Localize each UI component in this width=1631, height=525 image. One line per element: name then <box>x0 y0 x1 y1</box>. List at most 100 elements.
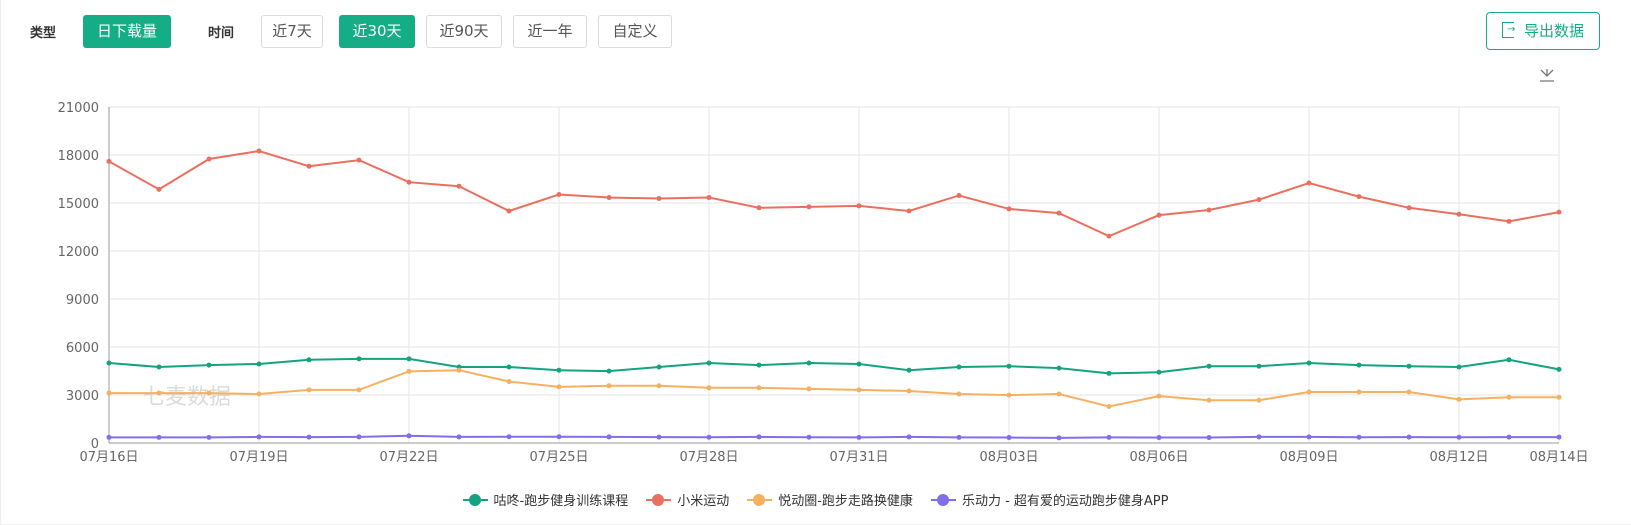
data-point[interactable] <box>406 433 412 439</box>
data-point[interactable] <box>106 390 112 396</box>
data-point[interactable] <box>156 364 162 370</box>
data-point[interactable] <box>1506 218 1512 224</box>
legend-item[interactable]: 小米运动 <box>646 490 729 509</box>
data-point[interactable] <box>806 204 812 210</box>
time-90d-button[interactable]: 近90天 <box>426 15 502 48</box>
data-point[interactable] <box>306 163 312 169</box>
data-point[interactable] <box>1006 363 1012 369</box>
data-point[interactable] <box>1356 362 1362 368</box>
data-point[interactable] <box>756 434 762 440</box>
data-point[interactable] <box>1256 397 1262 403</box>
data-point[interactable] <box>1006 435 1012 441</box>
data-point[interactable] <box>256 434 262 440</box>
data-point[interactable] <box>1506 394 1512 400</box>
data-point[interactable] <box>656 196 662 202</box>
data-point[interactable] <box>1006 392 1012 398</box>
data-point[interactable] <box>1156 393 1162 399</box>
data-point[interactable] <box>356 387 362 393</box>
data-point[interactable] <box>1556 209 1562 215</box>
data-point[interactable] <box>456 183 462 189</box>
data-point[interactable] <box>1456 396 1462 402</box>
legend-item[interactable]: 咕咚-跑步健身训练课程 <box>462 490 628 509</box>
data-point[interactable] <box>706 360 712 366</box>
time-7d-button[interactable]: 近7天 <box>261 15 323 48</box>
data-point[interactable] <box>506 208 512 214</box>
data-point[interactable] <box>756 385 762 391</box>
data-point[interactable] <box>206 390 212 396</box>
data-point[interactable] <box>556 192 562 198</box>
data-point[interactable] <box>1406 434 1412 440</box>
data-point[interactable] <box>1056 435 1062 441</box>
data-point[interactable] <box>606 434 612 440</box>
data-point[interactable] <box>156 434 162 440</box>
data-point[interactable] <box>1206 207 1212 213</box>
data-point[interactable] <box>706 195 712 201</box>
data-point[interactable] <box>606 368 612 374</box>
data-point[interactable] <box>606 195 612 201</box>
data-point[interactable] <box>556 434 562 440</box>
data-point[interactable] <box>1306 360 1312 366</box>
data-point[interactable] <box>1106 434 1112 440</box>
data-point[interactable] <box>956 364 962 370</box>
data-point[interactable] <box>306 434 312 440</box>
data-point[interactable] <box>1506 434 1512 440</box>
data-point[interactable] <box>1456 364 1462 370</box>
time-custom-button[interactable]: 自定义 <box>598 15 672 48</box>
data-point[interactable] <box>556 367 562 373</box>
data-point[interactable] <box>1056 391 1062 397</box>
data-point[interactable] <box>756 362 762 368</box>
data-point[interactable] <box>856 203 862 209</box>
data-point[interactable] <box>1256 197 1262 203</box>
data-point[interactable] <box>1256 363 1262 369</box>
export-data-button[interactable]: → 导出数据 <box>1486 12 1600 50</box>
data-point[interactable] <box>1106 233 1112 239</box>
data-point[interactable] <box>306 387 312 393</box>
data-point[interactable] <box>506 379 512 385</box>
data-point[interactable] <box>906 388 912 394</box>
data-point[interactable] <box>406 356 412 362</box>
time-30d-button[interactable]: 近30天 <box>339 15 415 48</box>
data-point[interactable] <box>756 205 762 211</box>
data-point[interactable] <box>1406 389 1412 395</box>
data-point[interactable] <box>1356 389 1362 395</box>
data-point[interactable] <box>1356 194 1362 200</box>
data-point[interactable] <box>906 367 912 373</box>
data-point[interactable] <box>106 158 112 164</box>
data-point[interactable] <box>1556 366 1562 372</box>
time-1y-button[interactable]: 近一年 <box>513 15 587 48</box>
data-point[interactable] <box>856 387 862 393</box>
data-point[interactable] <box>806 386 812 392</box>
data-point[interactable] <box>306 357 312 363</box>
data-point[interactable] <box>356 356 362 362</box>
data-point[interactable] <box>406 179 412 185</box>
data-point[interactable] <box>1556 394 1562 400</box>
data-point[interactable] <box>1106 370 1112 376</box>
data-point[interactable] <box>1206 397 1212 403</box>
data-point[interactable] <box>1056 365 1062 371</box>
type-daily-downloads-button[interactable]: 日下载量 <box>83 15 171 48</box>
data-point[interactable] <box>356 434 362 440</box>
data-point[interactable] <box>606 383 612 389</box>
data-point[interactable] <box>256 361 262 367</box>
data-point[interactable] <box>706 385 712 391</box>
data-point[interactable] <box>1406 363 1412 369</box>
data-point[interactable] <box>206 362 212 368</box>
data-point[interactable] <box>906 208 912 214</box>
data-point[interactable] <box>956 434 962 440</box>
data-point[interactable] <box>1006 206 1012 212</box>
data-point[interactable] <box>656 434 662 440</box>
data-point[interactable] <box>1106 404 1112 410</box>
data-point[interactable] <box>1556 434 1562 440</box>
data-point[interactable] <box>356 157 362 163</box>
data-point[interactable] <box>706 434 712 440</box>
data-point[interactable] <box>1306 180 1312 186</box>
data-point[interactable] <box>456 367 462 373</box>
data-point[interactable] <box>1056 210 1062 216</box>
data-point[interactable] <box>656 383 662 389</box>
data-point[interactable] <box>1206 435 1212 441</box>
data-point[interactable] <box>106 360 112 366</box>
data-point[interactable] <box>156 186 162 192</box>
data-point[interactable] <box>1506 357 1512 363</box>
data-point[interactable] <box>1256 434 1262 440</box>
data-point[interactable] <box>1356 434 1362 440</box>
